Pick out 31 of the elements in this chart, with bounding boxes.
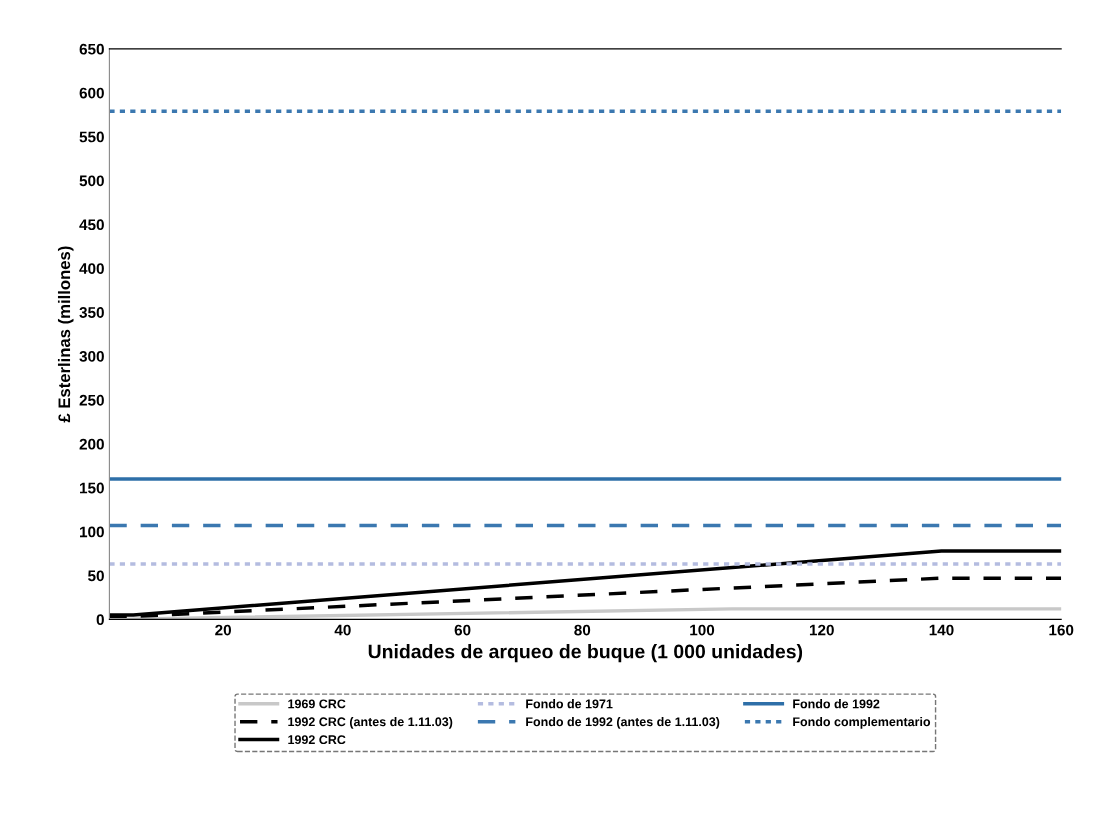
y-tick-label: 550 bbox=[79, 131, 104, 143]
y-tick-label: 350 bbox=[79, 307, 104, 318]
x-tick-label: 80 bbox=[574, 624, 591, 636]
x-tick-label: 140 bbox=[929, 624, 954, 636]
x-axis-title: Unidades de arqueo de buque (1 000 unidades) bbox=[368, 644, 803, 663]
legend-label: Fondo de 1992 bbox=[793, 699, 880, 709]
legend-label: 1969 CRC bbox=[288, 699, 346, 709]
x-tick-label: 40 bbox=[334, 624, 351, 636]
y-tick-label: 300 bbox=[79, 350, 104, 362]
y-tick-label: 100 bbox=[80, 526, 104, 538]
y-tick-label: 150 bbox=[80, 482, 104, 494]
y-tick-label: 400 bbox=[79, 263, 104, 275]
y-axis-title: £ Esterlinas (millones) bbox=[57, 246, 74, 423]
y-tick-label: 200 bbox=[79, 438, 104, 450]
y-tick-label: 50 bbox=[88, 570, 104, 582]
y-tick-label: 450 bbox=[79, 219, 104, 231]
legend-label: Fondo de 1971 bbox=[526, 699, 613, 709]
y-tick-label: 600 bbox=[79, 87, 104, 99]
y-tick-label: 0 bbox=[96, 614, 104, 626]
legend-label: 1992 CRC bbox=[288, 735, 346, 745]
x-tick-label: 20 bbox=[215, 624, 232, 636]
x-tick-label: 100 bbox=[690, 624, 715, 636]
y-tick-label: 250 bbox=[79, 394, 104, 406]
legend-label: Fondo de 1992 (antes de 1.11.03) bbox=[526, 717, 720, 729]
legend-label: 1992 CRC (antes de 1.11.03) bbox=[288, 717, 453, 729]
x-tick-label: 120 bbox=[809, 624, 834, 636]
y-tick-label: 650 bbox=[79, 43, 104, 55]
x-tick-label: 60 bbox=[454, 624, 471, 636]
y-tick-label: 500 bbox=[79, 175, 104, 187]
legend-label: Fondo complementario bbox=[793, 717, 931, 729]
x-tick-label: 160 bbox=[1049, 624, 1074, 636]
